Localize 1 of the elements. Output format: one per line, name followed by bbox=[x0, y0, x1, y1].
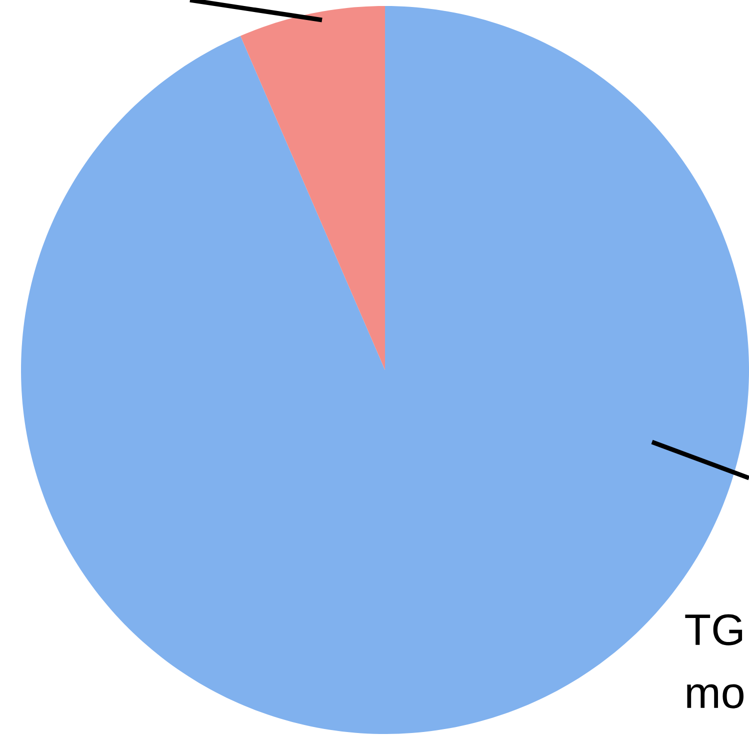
slice-label: TG mo bbox=[685, 614, 744, 708]
